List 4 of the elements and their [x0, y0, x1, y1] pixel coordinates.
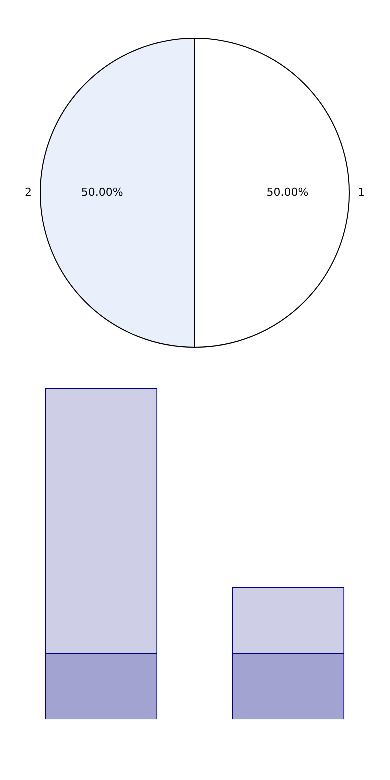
slice-label: 2 [25, 186, 32, 199]
data-label: 50.00% [266, 186, 309, 199]
data-label: 50.00% [81, 186, 124, 199]
slice-label: 1 [358, 186, 365, 199]
